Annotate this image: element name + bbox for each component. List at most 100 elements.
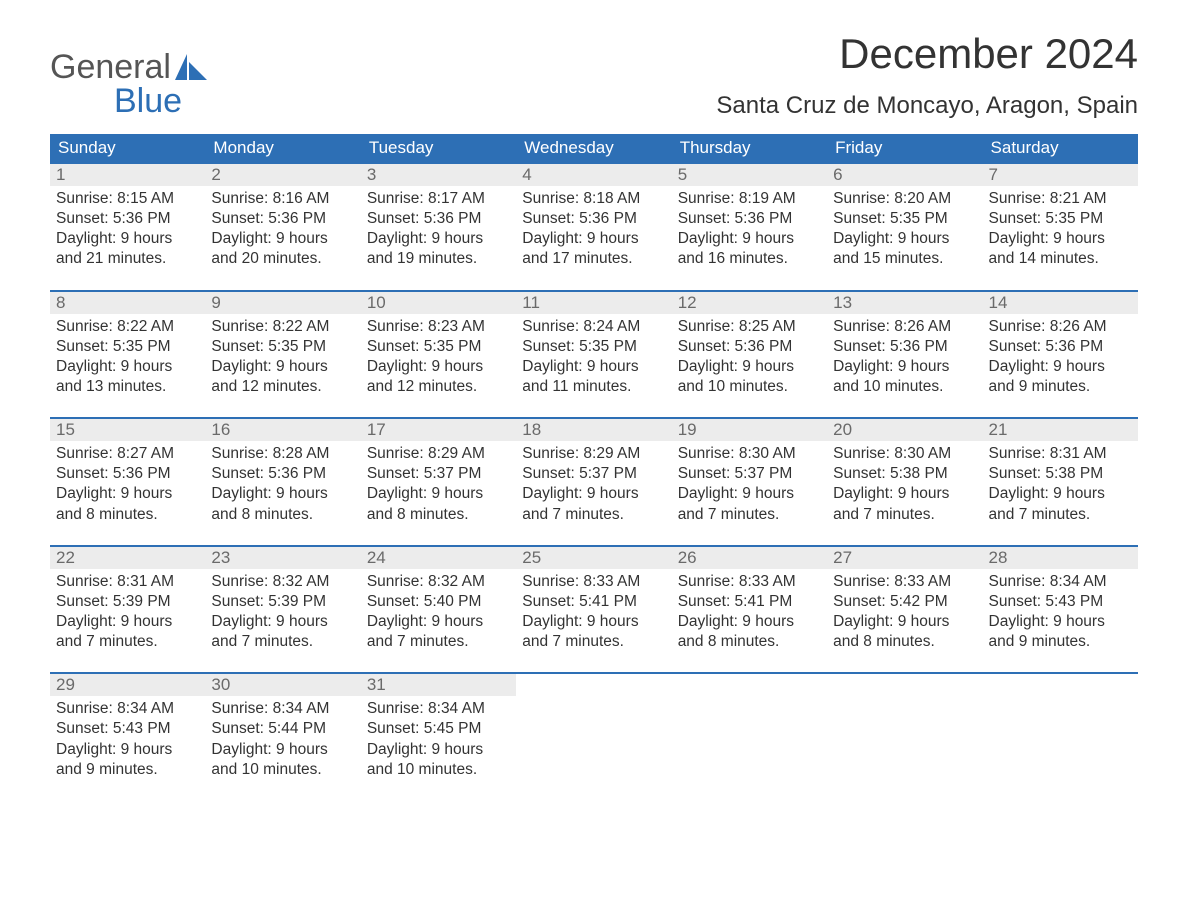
day-header-row: SundayMondayTuesdayWednesdayThursdayFrid…: [50, 134, 1138, 162]
sunset-line: Sunset: 5:39 PM: [56, 592, 199, 612]
calendar-cell: 23Sunrise: 8:32 AMSunset: 5:39 PMDayligh…: [205, 547, 360, 659]
sunrise-line: Sunrise: 8:32 AM: [211, 572, 354, 592]
day-body: Sunrise: 8:18 AMSunset: 5:36 PMDaylight:…: [516, 186, 671, 276]
day-body: Sunrise: 8:34 AMSunset: 5:44 PMDaylight:…: [205, 696, 360, 786]
page-subtitle: Santa Cruz de Moncayo, Aragon, Spain: [716, 92, 1138, 120]
daylight-line: Daylight: 9 hours and 7 minutes.: [211, 612, 354, 652]
sunrise-line: Sunrise: 8:30 AM: [678, 444, 821, 464]
sunset-line: Sunset: 5:35 PM: [56, 337, 199, 357]
page-title: December 2024: [716, 30, 1138, 78]
calendar-cell: 26 Sunrise: 8:33 AMSunset: 5:41 PMDayligh…: [672, 547, 827, 659]
calendar-cell: 15Sunrise: 8:27 AMSunset: 5:36 PMDayligh…: [50, 419, 205, 531]
calendar-cell: 31Sunrise: 8:34 AMSunset: 5:45 PMDayligh…: [361, 674, 516, 786]
daylight-line: Daylight: 9 hours and 8 minutes.: [678, 612, 821, 652]
daylight-line: Daylight: 9 hours and 8 minutes.: [56, 484, 199, 524]
daylight-line: Daylight: 9 hours and 10 minutes.: [367, 740, 510, 780]
day-header: Monday: [205, 134, 360, 162]
calendar-cell: 14Sunrise: 8:26 AMSunset: 5:36 PMDayligh…: [983, 292, 1138, 404]
sunset-line: Sunset: 5:37 PM: [678, 464, 821, 484]
calendar-cell: 21Sunrise: 8:31 AMSunset: 5:38 PMDayligh…: [983, 419, 1138, 531]
day-number: 3: [361, 164, 516, 186]
sunset-line: Sunset: 5:36 PM: [833, 337, 976, 357]
daylight-line: Daylight: 9 hours and 7 minutes.: [367, 612, 510, 652]
day-header: Friday: [827, 134, 982, 162]
calendar-cell: [827, 674, 982, 786]
calendar-cell: 6Sunrise: 8:20 AMSunset: 5:35 PMDaylight…: [827, 164, 982, 276]
day-number: 9: [205, 292, 360, 314]
day-number: 22: [50, 547, 205, 569]
day-number: 17: [361, 419, 516, 441]
logo-word1: General: [50, 50, 171, 84]
day-number: 21: [983, 419, 1138, 441]
sunset-line: Sunset: 5:36 PM: [56, 464, 199, 484]
day-body: [983, 696, 1138, 705]
day-number: 25: [516, 547, 671, 569]
sunrise-line: Sunrise: 8:24 AM: [522, 317, 665, 337]
day-number: 26: [672, 547, 827, 569]
calendar-cell: 17Sunrise: 8:29 AMSunset: 5:37 PMDayligh…: [361, 419, 516, 531]
sunset-line: Sunset: 5:40 PM: [367, 592, 510, 612]
sunrise-line: Sunrise: 8:21 AM: [989, 189, 1132, 209]
calendar-cell: 9Sunrise: 8:22 AMSunset: 5:35 PMDaylight…: [205, 292, 360, 404]
logo-sail-icon: [175, 54, 209, 80]
day-body: Sunrise: 8:29 AMSunset: 5:37 PMDaylight:…: [516, 441, 671, 531]
day-number: 7: [983, 164, 1138, 186]
calendar-cell: 7Sunrise: 8:21 AMSunset: 5:35 PMDaylight…: [983, 164, 1138, 276]
day-body: Sunrise: 8:26 AMSunset: 5:36 PMDaylight:…: [983, 314, 1138, 404]
calendar-cell: 4Sunrise: 8:18 AMSunset: 5:36 PMDaylight…: [516, 164, 671, 276]
day-header: Tuesday: [361, 134, 516, 162]
day-number: 16: [205, 419, 360, 441]
calendar-cell: 20Sunrise: 8:30 AMSunset: 5:38 PMDayligh…: [827, 419, 982, 531]
calendar-cell: 24Sunrise: 8:32 AMSunset: 5:40 PMDayligh…: [361, 547, 516, 659]
day-body: Sunrise: 8:34 AMSunset: 5:45 PMDaylight:…: [361, 696, 516, 786]
sunrise-line: Sunrise: 8:29 AM: [522, 444, 665, 464]
calendar-cell: 3Sunrise: 8:17 AMSunset: 5:36 PMDaylight…: [361, 164, 516, 276]
day-body: Sunrise: 8:22 AMSunset: 5:35 PMDaylight:…: [50, 314, 205, 404]
day-number: 1: [50, 164, 205, 186]
sunset-line: Sunset: 5:36 PM: [678, 209, 821, 229]
sunset-line: Sunset: 5:35 PM: [367, 337, 510, 357]
daylight-line: Daylight: 9 hours and 7 minutes.: [522, 612, 665, 652]
sunset-line: Sunset: 5:36 PM: [989, 337, 1132, 357]
daylight-line: Daylight: 9 hours and 20 minutes.: [211, 229, 354, 269]
day-number: 30: [205, 674, 360, 696]
sunrise-line: Sunrise: 8:33 AM: [833, 572, 976, 592]
day-body: Sunrise: 8:25 AMSunset: 5:36 PMDaylight:…: [672, 314, 827, 404]
sunrise-line: Sunrise: 8:34 AM: [367, 699, 510, 719]
sunset-line: Sunset: 5:36 PM: [522, 209, 665, 229]
day-body: Sunrise: 8:17 AMSunset: 5:36 PMDaylight:…: [361, 186, 516, 276]
sunset-line: Sunset: 5:36 PM: [56, 209, 199, 229]
sunset-line: Sunset: 5:37 PM: [522, 464, 665, 484]
calendar: SundayMondayTuesdayWednesdayThursdayFrid…: [50, 134, 1138, 786]
day-number: 28: [983, 547, 1138, 569]
day-body: Sunrise: 8:26 AMSunset: 5:36 PMDaylight:…: [827, 314, 982, 404]
daylight-line: Daylight: 9 hours and 12 minutes.: [211, 357, 354, 397]
day-body: Sunrise: 8:20 AMSunset: 5:35 PMDaylight:…: [827, 186, 982, 276]
calendar-cell: 8Sunrise: 8:22 AMSunset: 5:35 PMDaylight…: [50, 292, 205, 404]
calendar-cell: 11Sunrise: 8:24 AMSunset: 5:35 PMDayligh…: [516, 292, 671, 404]
sunrise-line: Sunrise: 8:34 AM: [211, 699, 354, 719]
sunset-line: Sunset: 5:42 PM: [833, 592, 976, 612]
sunset-line: Sunset: 5:41 PM: [522, 592, 665, 612]
sunset-line: Sunset: 5:45 PM: [367, 719, 510, 739]
calendar-cell: [516, 674, 671, 786]
day-number: 31: [361, 674, 516, 696]
daylight-line: Daylight: 9 hours and 21 minutes.: [56, 229, 199, 269]
day-body: Sunrise: 8:33 AMSunset: 5:42 PMDaylight:…: [827, 569, 982, 659]
calendar-cell: [983, 674, 1138, 786]
daylight-line: Daylight: 9 hours and 9 minutes.: [56, 740, 199, 780]
day-body: Sunrise: 8:16 AMSunset: 5:36 PMDaylight:…: [205, 186, 360, 276]
daylight-line: Daylight: 9 hours and 10 minutes.: [833, 357, 976, 397]
day-number: 12: [672, 292, 827, 314]
day-number: [516, 674, 671, 696]
day-number: 13: [827, 292, 982, 314]
daylight-line: Daylight: 9 hours and 16 minutes.: [678, 229, 821, 269]
sunrise-line: Sunrise: 8:17 AM: [367, 189, 510, 209]
sunset-line: Sunset: 5:43 PM: [989, 592, 1132, 612]
sunrise-line: Sunrise: 8:16 AM: [211, 189, 354, 209]
sunrise-line: Sunrise: 8:33 AM: [678, 572, 821, 592]
daylight-line: Daylight: 9 hours and 8 minutes.: [833, 612, 976, 652]
sunrise-line: Sunrise: 8:30 AM: [833, 444, 976, 464]
sunrise-line: Sunrise: 8:34 AM: [989, 572, 1132, 592]
sunset-line: Sunset: 5:41 PM: [678, 592, 821, 612]
